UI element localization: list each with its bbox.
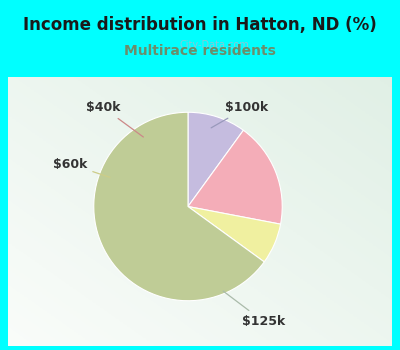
Wedge shape <box>188 130 282 224</box>
Text: City-Data.com: City-Data.com <box>180 40 249 50</box>
Text: Income distribution in Hatton, ND (%): Income distribution in Hatton, ND (%) <box>23 16 377 34</box>
Text: $125k: $125k <box>223 291 285 328</box>
Text: $40k: $40k <box>86 101 143 137</box>
Wedge shape <box>188 112 243 206</box>
Wedge shape <box>188 206 280 262</box>
Wedge shape <box>94 112 264 301</box>
Text: $100k: $100k <box>211 101 268 128</box>
Text: $60k: $60k <box>53 158 110 177</box>
Text: Multirace residents: Multirace residents <box>124 44 276 58</box>
